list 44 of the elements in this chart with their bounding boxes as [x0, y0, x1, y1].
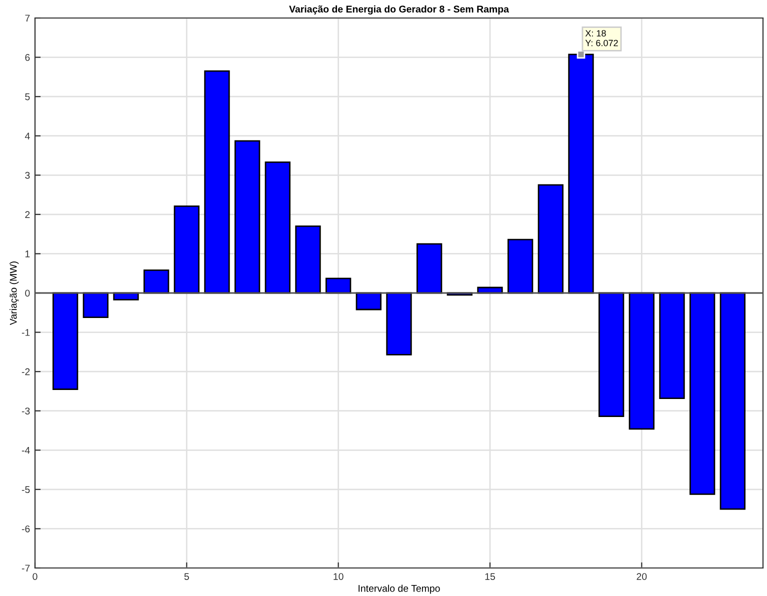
- bar: [508, 238, 534, 294]
- bar: [326, 278, 352, 294]
- bar: [538, 184, 564, 294]
- y-tick-label: 4: [24, 132, 30, 140]
- y-tick-label: 5: [25, 93, 30, 100]
- y-tick-label: 0: [25, 290, 30, 297]
- y-tick-label: 6: [25, 54, 30, 61]
- x-tick-label: 20: [636, 573, 647, 580]
- chart-title: Variação de Energia do Gerador 8 - Sem Rampa: [289, 5, 510, 15]
- bar: [356, 292, 382, 310]
- y-tick-label: -4: [22, 446, 30, 454]
- bar: [234, 140, 260, 294]
- y-tick-label: -5: [22, 486, 30, 494]
- bar: [52, 292, 78, 390]
- bar: [568, 54, 594, 294]
- y-tick-label: -7: [22, 564, 30, 572]
- x-tick-label: 15: [485, 573, 495, 580]
- bar: [416, 243, 442, 294]
- y-tick-label: 7: [25, 14, 30, 22]
- x-tick-label: 10: [334, 573, 344, 580]
- y-tick-label: 2: [25, 211, 30, 218]
- x-tick-label: 0: [32, 573, 38, 580]
- bar: [598, 292, 624, 418]
- y-tick-label: -6: [22, 525, 30, 532]
- x-tick-label: 5: [184, 573, 189, 580]
- bar: [264, 161, 290, 294]
- bar: [82, 292, 108, 318]
- bar: [295, 226, 321, 294]
- bar: [690, 292, 716, 495]
- annotation: X: 18 Y: 6.072: [585, 30, 618, 46]
- y-tick-label: -2: [22, 368, 30, 376]
- y-tick-label: -3: [22, 408, 30, 414]
- y-tick-label: 3: [25, 172, 30, 179]
- bar: [144, 270, 170, 294]
- bar: [386, 292, 412, 356]
- bar: [174, 205, 200, 294]
- bar: [659, 292, 685, 399]
- bar: [628, 292, 654, 430]
- x-axis-title: Intervalo de Tempo: [358, 584, 440, 594]
- y-tick-label: -1: [22, 329, 30, 336]
- y-axis-title: Variação (MW): [10, 262, 19, 326]
- bar: [720, 292, 746, 510]
- bar: [204, 70, 230, 294]
- y-tick-label: 1: [25, 250, 30, 258]
